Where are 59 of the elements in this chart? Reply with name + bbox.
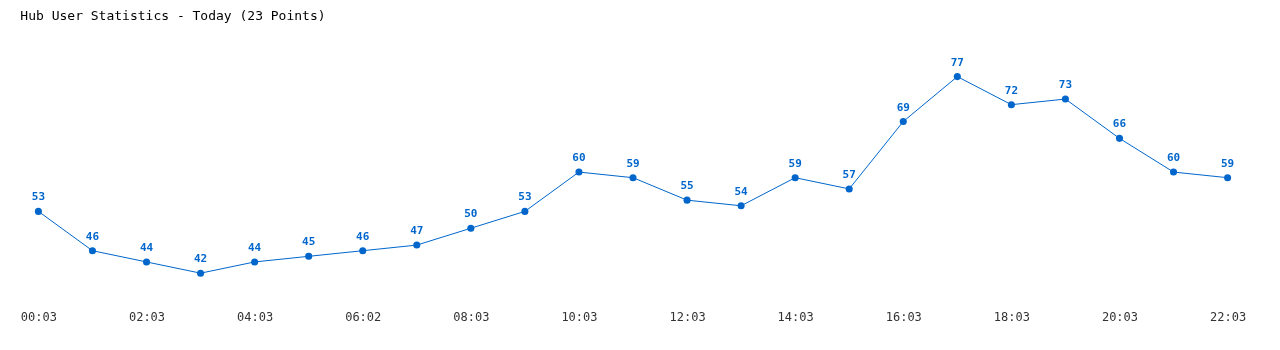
data-label: 50 <box>464 207 478 221</box>
x-tick-label: 14:03 <box>777 309 814 324</box>
data-label: 44 <box>139 240 154 254</box>
data-label: 46 <box>356 229 370 243</box>
point <box>359 247 367 255</box>
data-label: 45 <box>302 235 316 249</box>
point <box>413 241 421 249</box>
point <box>521 207 529 215</box>
point <box>1007 101 1015 109</box>
point <box>953 73 961 81</box>
data-label: 60 <box>1166 151 1181 165</box>
point <box>305 252 313 260</box>
data-label: 77 <box>950 55 964 69</box>
point <box>1115 134 1124 142</box>
x-tick-label: 16:03 <box>885 309 922 324</box>
x-tick-label: 18:03 <box>993 309 1030 324</box>
point <box>1224 174 1232 182</box>
x-tick-label: 02:03 <box>128 309 166 324</box>
point <box>251 258 259 266</box>
data-label: 69 <box>896 100 910 114</box>
data-label: 66 <box>1112 117 1127 131</box>
x-tick-label: 00:03 <box>20 309 57 324</box>
x-tick-label: 10:03 <box>561 309 598 324</box>
data-label: 42 <box>193 252 208 266</box>
point <box>845 185 853 193</box>
data-label: 57 <box>842 167 856 181</box>
x-tick-label: 22:03 <box>1210 309 1247 324</box>
data-label: 60 <box>572 151 586 165</box>
data-label: 59 <box>788 156 802 170</box>
chart-title: Hub User Statistics - Today (23 Points) <box>20 8 326 23</box>
x-tick-label: 06:02 <box>345 309 382 324</box>
data-label: 47 <box>410 224 424 238</box>
data-label: 73 <box>1058 78 1073 92</box>
point <box>791 174 799 182</box>
data-label: 59 <box>1220 156 1235 170</box>
data-label: 55 <box>680 179 694 193</box>
point <box>683 196 691 204</box>
point <box>1061 95 1069 103</box>
data-label: 59 <box>626 156 640 170</box>
x-tick-label: 08:03 <box>453 309 490 324</box>
point <box>142 258 151 266</box>
point <box>629 174 637 182</box>
x-tick-label: 04:03 <box>237 309 274 324</box>
x-tick-label: 12:03 <box>669 309 706 324</box>
point <box>899 117 907 126</box>
point <box>575 168 583 176</box>
data-label: 54 <box>734 184 749 198</box>
point <box>737 202 745 210</box>
data-label: 44 <box>248 240 262 254</box>
point <box>197 269 205 277</box>
data-label: 53 <box>518 190 532 204</box>
x-tick-label: 20:03 <box>1101 309 1139 324</box>
point <box>467 224 475 232</box>
point <box>1170 168 1178 176</box>
point <box>34 207 42 215</box>
point <box>88 247 96 255</box>
data-label: 46 <box>85 229 100 243</box>
data-label: 72 <box>1004 83 1018 97</box>
data-label: 53 <box>31 190 46 204</box>
